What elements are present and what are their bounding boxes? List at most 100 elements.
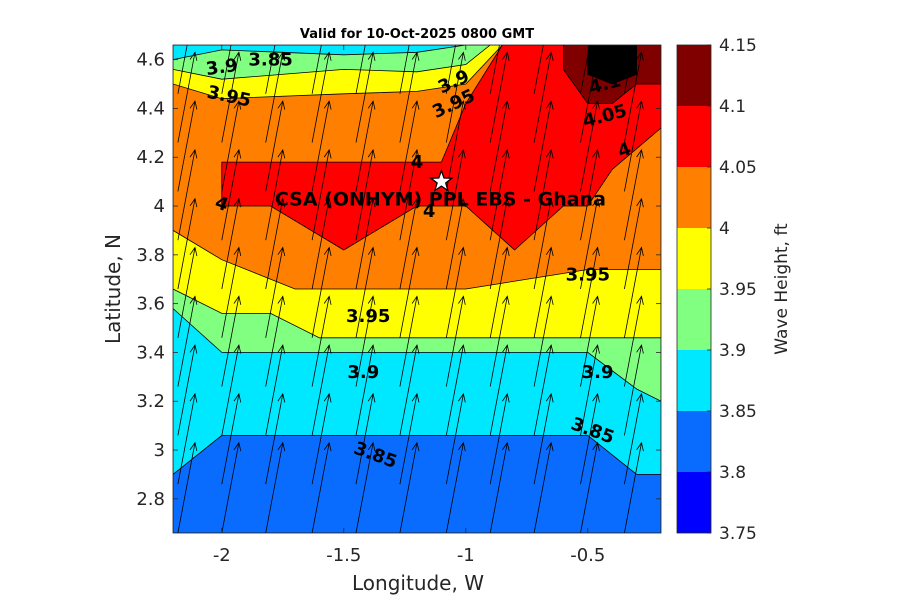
wave-arrow bbox=[311, 246, 332, 338]
wave-arrow bbox=[445, 441, 466, 533]
wave-arrow bbox=[624, 392, 644, 485]
colorbar-segment bbox=[677, 228, 711, 289]
wave-arrow bbox=[445, 45, 456, 94]
site-label: CSA (ONHYM) PPL EBS - Ghana bbox=[275, 189, 606, 211]
wave-arrow bbox=[177, 441, 198, 533]
wave-arrow bbox=[533, 51, 554, 143]
colorbar-tick-label: 4.1 bbox=[719, 97, 746, 117]
wave-arrow bbox=[533, 344, 554, 436]
wave-arrow bbox=[355, 197, 376, 290]
x-tick-label: -1.5 bbox=[326, 545, 361, 566]
wave-arrow bbox=[311, 295, 332, 387]
contour-label: 3.9 bbox=[205, 55, 240, 80]
contour-label: 3.9 bbox=[347, 362, 379, 383]
wave-arrow bbox=[221, 392, 242, 485]
wave-arrow bbox=[355, 45, 366, 94]
wave-arrow bbox=[311, 148, 332, 241]
wave-arrow bbox=[221, 246, 242, 338]
colorbar-segment bbox=[677, 289, 711, 350]
x-tick-label: -1 bbox=[457, 545, 475, 566]
wave-arrow bbox=[177, 148, 198, 241]
wave-arrow bbox=[311, 344, 332, 436]
wave-arrow bbox=[399, 100, 420, 192]
wave-arrow bbox=[445, 246, 466, 338]
colorbar-segment bbox=[677, 411, 711, 472]
wave-arrow bbox=[580, 344, 600, 436]
wave-arrow bbox=[355, 392, 376, 485]
wave-arrow bbox=[399, 51, 420, 143]
wave-arrow bbox=[221, 295, 242, 387]
wave-arrow bbox=[311, 51, 332, 143]
colorbar-tick-label: 4.15 bbox=[719, 36, 757, 56]
wave-arrow bbox=[311, 100, 332, 192]
y-tick-label: 3.6 bbox=[136, 294, 165, 315]
contour-label: 4 bbox=[423, 201, 436, 222]
wave-arrow bbox=[445, 344, 466, 436]
wave-arrow bbox=[399, 344, 420, 436]
wave-arrow bbox=[221, 197, 242, 290]
wave-arrow bbox=[355, 246, 376, 338]
wave-arrow bbox=[445, 51, 466, 143]
wave-arrow bbox=[533, 295, 554, 387]
wave-arrow bbox=[355, 51, 376, 143]
wave-arrow bbox=[624, 246, 644, 338]
contour-label: 3.85 bbox=[248, 50, 292, 71]
wave-arrow bbox=[399, 295, 420, 387]
y-tick-label: 4.2 bbox=[136, 147, 165, 168]
wave-arrow bbox=[624, 45, 635, 94]
wave-arrow bbox=[311, 197, 332, 290]
colorbar-tick-label: 3.75 bbox=[719, 524, 757, 544]
wave-arrow bbox=[265, 51, 286, 143]
wave-arrow bbox=[265, 295, 286, 387]
wave-arrow bbox=[445, 197, 466, 290]
wave-arrow bbox=[221, 100, 242, 192]
wave-arrow bbox=[489, 441, 510, 533]
colorbar-tick-label: 4 bbox=[719, 219, 730, 239]
x-axis-label: Longitude, W bbox=[352, 571, 484, 595]
wave-arrow bbox=[265, 45, 276, 94]
wave-arrow bbox=[489, 148, 510, 241]
wave-arrow bbox=[580, 51, 600, 143]
wave-arrow bbox=[221, 344, 242, 436]
wave-arrow bbox=[489, 197, 510, 290]
wave-arrow bbox=[355, 100, 376, 192]
wave-arrow bbox=[265, 197, 286, 290]
y-tick-label: 3.8 bbox=[136, 245, 165, 266]
wave-arrow bbox=[311, 392, 332, 485]
contour-band-4_15 bbox=[587, 45, 637, 85]
wave-arrow bbox=[177, 295, 198, 387]
colorbar-segment bbox=[677, 167, 711, 228]
contour-label: 3.9 bbox=[582, 362, 614, 383]
wave-arrow bbox=[221, 45, 232, 94]
y-axis-ticks: 2.8 3 3.2 3.4 3.6 3.8 4 4.2 4.4 4.6 bbox=[136, 50, 661, 510]
wave-arrow bbox=[265, 100, 286, 192]
wave-arrow bbox=[580, 100, 600, 192]
wave-arrow bbox=[177, 100, 198, 192]
wave-arrow bbox=[311, 441, 332, 533]
colorbar-tick-label: 3.8 bbox=[719, 463, 746, 483]
wave-arrow bbox=[489, 392, 510, 485]
wave-arrow bbox=[624, 197, 644, 290]
contour-label: 4 bbox=[411, 152, 424, 173]
wave-arrow bbox=[445, 148, 466, 241]
wave-arrow bbox=[533, 392, 554, 485]
plot-frame bbox=[172, 44, 662, 534]
star-icon bbox=[429, 168, 454, 193]
wave-arrow bbox=[445, 392, 466, 485]
y-tick-label: 3.2 bbox=[136, 391, 165, 412]
chart-title: Valid for 10-Oct-2025 0800 GMT bbox=[300, 27, 534, 42]
contour-label: 3.95 bbox=[566, 264, 610, 285]
wave-arrow bbox=[311, 45, 322, 94]
wave-arrow bbox=[580, 246, 600, 338]
wave-arrow bbox=[177, 392, 198, 485]
wave-arrow bbox=[624, 295, 644, 387]
wave-arrow bbox=[177, 344, 198, 436]
wave-arrow bbox=[265, 344, 286, 436]
y-axis-label: Latitude, N bbox=[101, 234, 125, 344]
wave-arrow bbox=[399, 246, 420, 338]
colorbar-segment bbox=[677, 350, 711, 411]
colorbar-segment bbox=[677, 472, 711, 533]
wave-arrow bbox=[265, 246, 286, 338]
wave-arrow bbox=[624, 344, 644, 436]
